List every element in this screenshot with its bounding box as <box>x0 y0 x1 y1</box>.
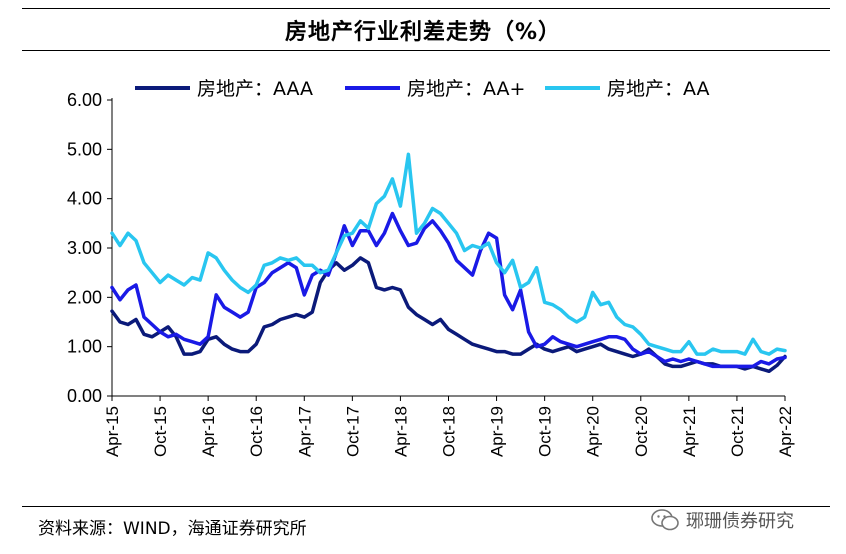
x-tick-label: Apr-16 <box>199 406 218 457</box>
y-tick-label: 2.00 <box>67 287 102 307</box>
x-tick-label: Oct-18 <box>440 406 459 457</box>
watermark-text: 琊珊债券研究 <box>686 511 794 532</box>
y-tick-label: 3.00 <box>67 238 102 258</box>
series-line-1 <box>110 256 787 374</box>
y-tick-label: 4.00 <box>67 189 102 209</box>
y-tick-label: 1.00 <box>67 337 102 357</box>
x-tick-label: Apr-15 <box>103 406 122 457</box>
x-tick-label: Apr-22 <box>776 406 795 457</box>
legend-label-1: 房地产：AAA <box>197 78 313 100</box>
top-rule <box>22 8 830 9</box>
x-tick-label: Oct-20 <box>632 406 651 457</box>
x-tick-label: Apr-20 <box>584 406 603 457</box>
x-tick-label: Oct-19 <box>536 406 555 457</box>
x-tick-label: Oct-17 <box>343 406 362 457</box>
x-tick-label: Apr-19 <box>488 406 507 457</box>
y-tick-label: 5.00 <box>67 139 102 159</box>
title-rule <box>22 50 830 51</box>
x-tick-label: Oct-21 <box>728 406 747 457</box>
wechat-icon <box>651 509 679 531</box>
footer-rule <box>22 506 830 507</box>
x-tick-label: Oct-15 <box>151 406 170 457</box>
source-note: 资料来源：WIND，海通证券研究所 <box>38 519 307 539</box>
chart-title: 房地产行业利差走势（%） <box>284 20 562 45</box>
legend-label-2: 房地产：AA+ <box>407 78 525 100</box>
y-tick-label: 6.00 <box>67 90 102 110</box>
x-tick-label: Apr-21 <box>680 406 699 457</box>
series-line-2 <box>110 211 787 369</box>
y-tick-label: 0.00 <box>67 386 102 406</box>
legend-label-3: 房地产：AA <box>607 78 710 100</box>
watermark: 琊珊债券研究 <box>650 505 794 535</box>
series-line-3 <box>110 152 787 356</box>
x-tick-label: Apr-17 <box>295 406 314 457</box>
x-tick-label: Oct-16 <box>247 406 266 457</box>
x-tick-label: Apr-18 <box>391 406 410 457</box>
